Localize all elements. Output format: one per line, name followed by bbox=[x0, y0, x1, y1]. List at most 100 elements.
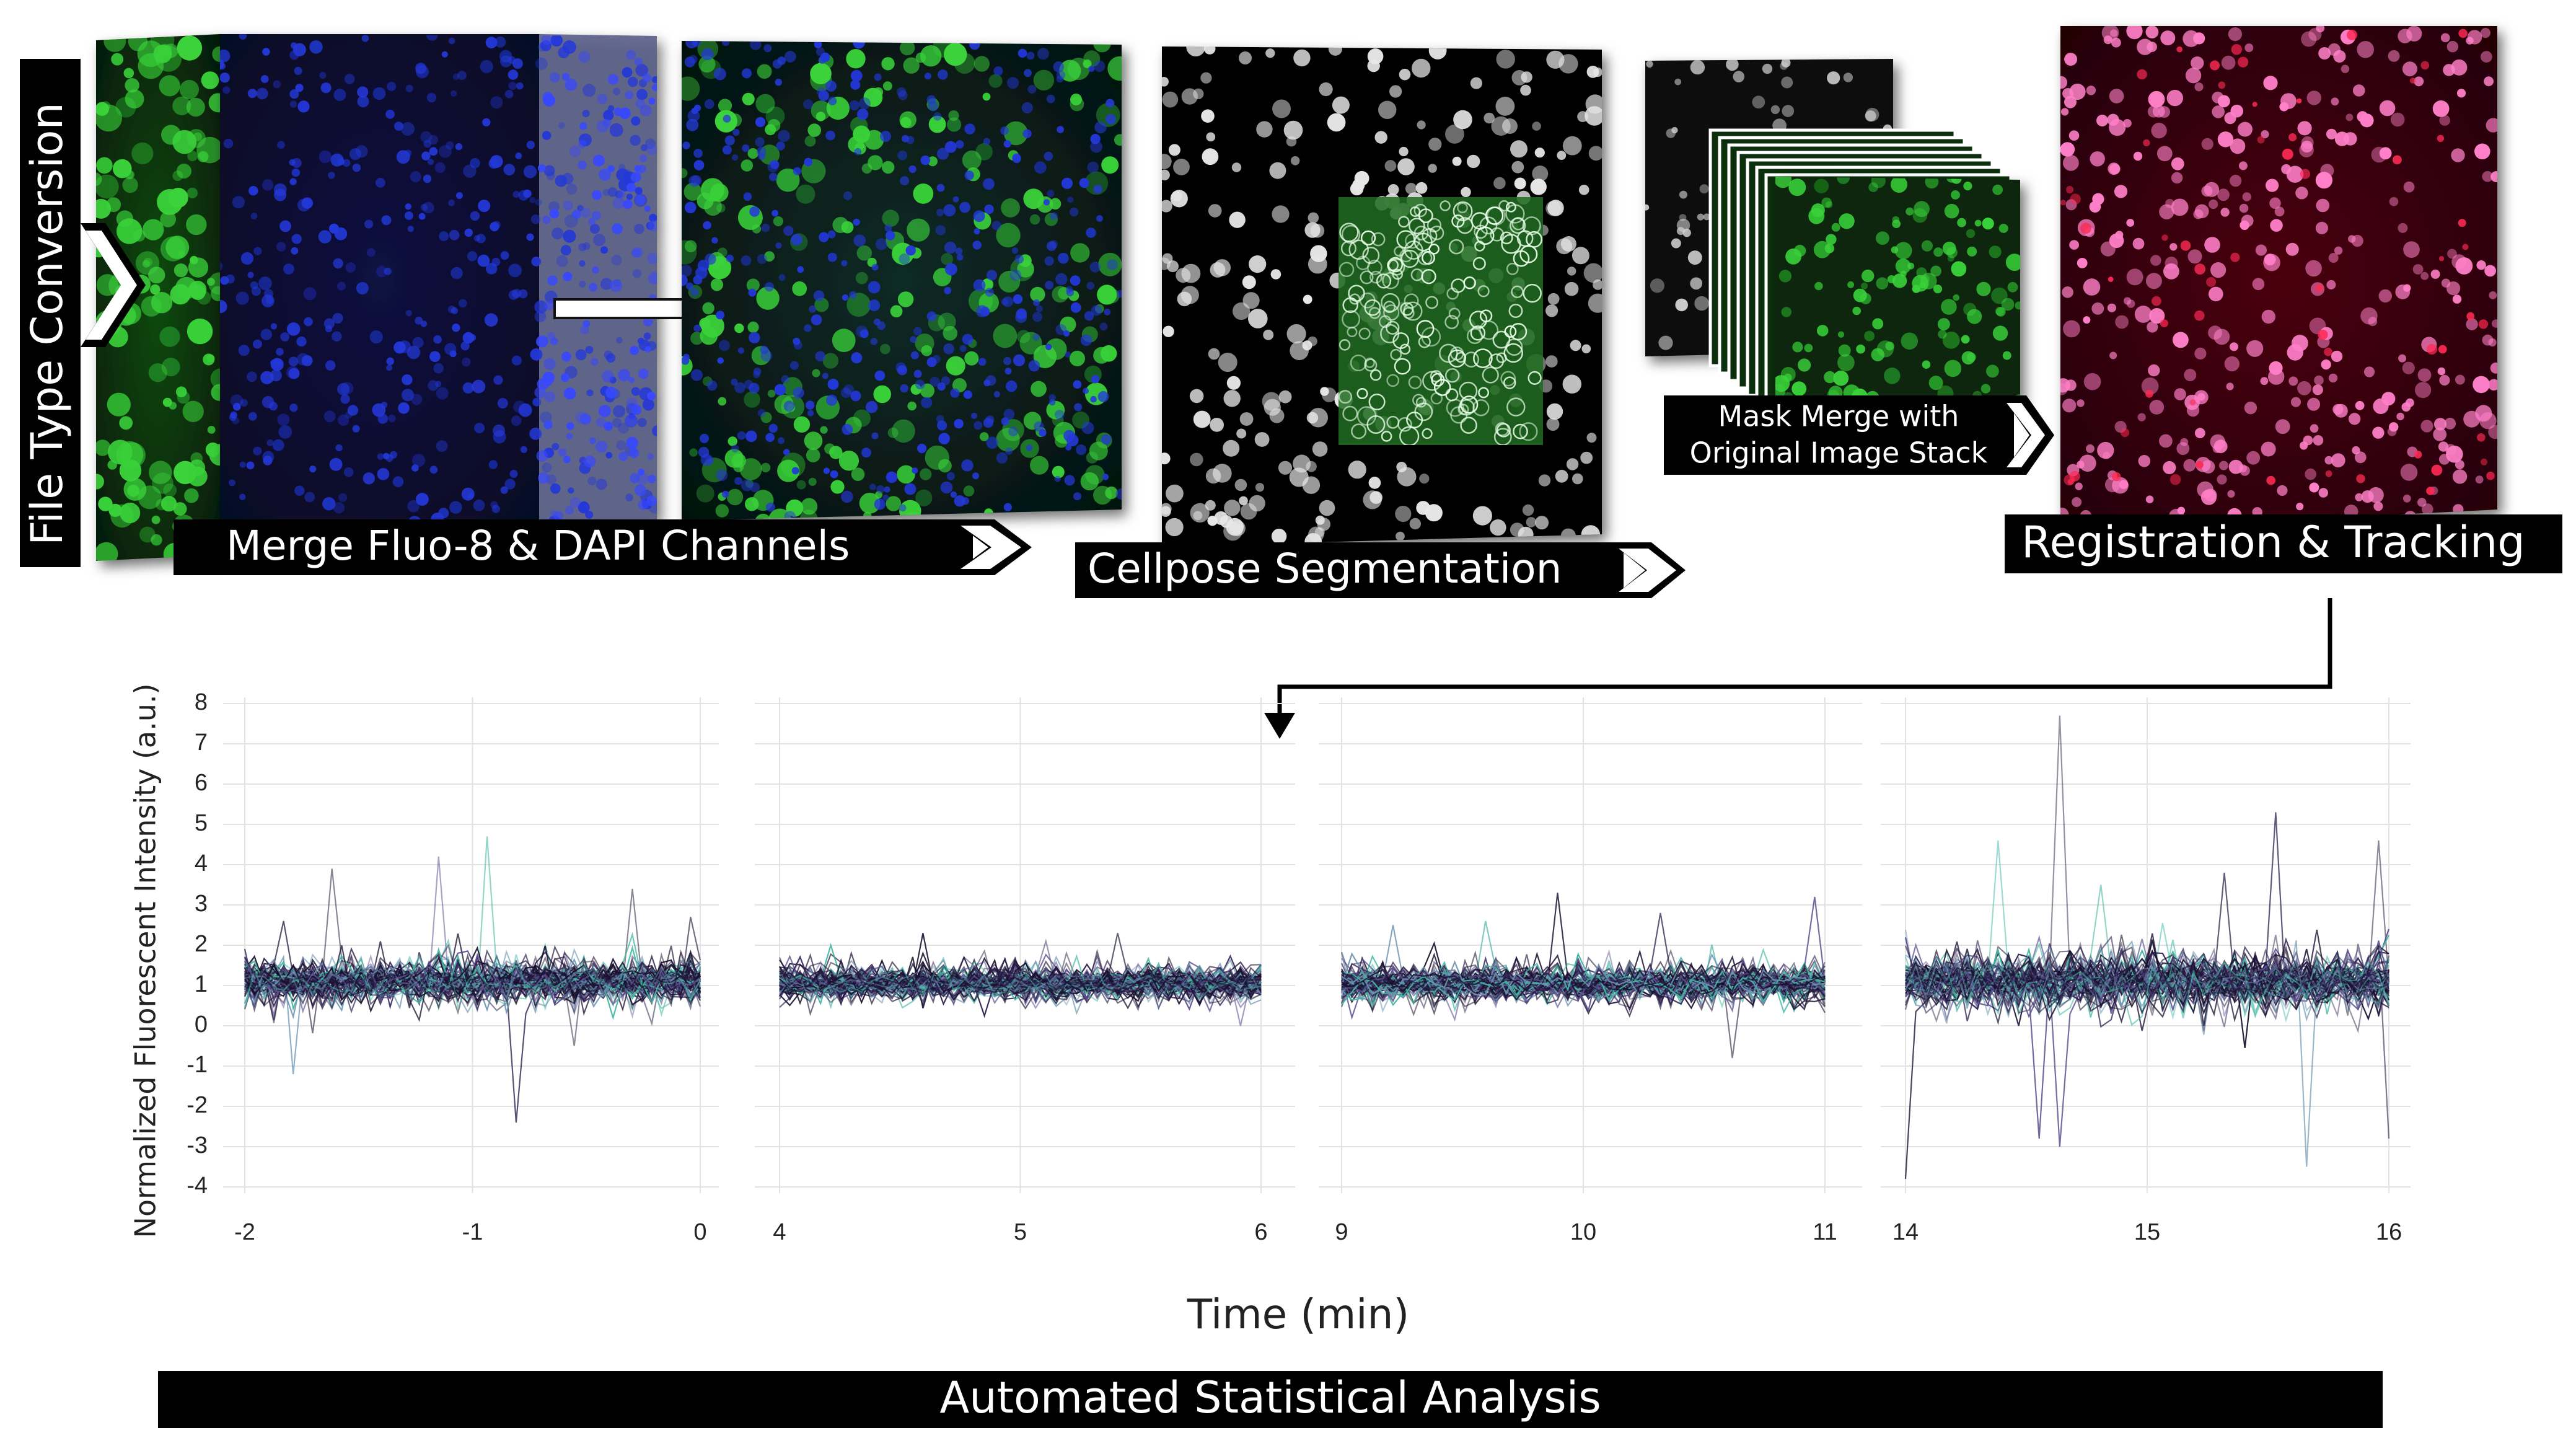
fluo8-cell bbox=[172, 96, 191, 115]
fluo8-cell bbox=[125, 78, 139, 93]
merged-nucleus bbox=[973, 210, 985, 223]
segmented-cell bbox=[1588, 293, 1602, 313]
dapi-nucleus bbox=[319, 150, 332, 164]
tracked-cell bbox=[2331, 97, 2339, 106]
tracked-cell bbox=[2217, 95, 2230, 108]
segmented-cell-outline bbox=[1342, 310, 1361, 329]
segmented-cell bbox=[1547, 293, 1560, 305]
tracked-cell bbox=[2230, 342, 2238, 351]
segmented-cell bbox=[1256, 121, 1273, 138]
merged-cell bbox=[731, 453, 746, 468]
tracked-cell bbox=[2210, 262, 2227, 278]
merged-nucleus bbox=[1046, 94, 1055, 104]
merged-nucleus bbox=[970, 412, 978, 420]
tracked-cell bbox=[2269, 197, 2281, 209]
tracked-cell bbox=[2152, 105, 2165, 118]
tracked-cell bbox=[2270, 219, 2283, 232]
merged-nucleus bbox=[1081, 421, 1094, 434]
merged-nucleus bbox=[1087, 161, 1099, 174]
dapi-nucleus bbox=[642, 399, 654, 411]
dapi-nucleus bbox=[337, 382, 350, 395]
fluo8-cell bbox=[120, 442, 146, 469]
stack-cell bbox=[1804, 343, 1813, 353]
mask-merge-label-line2: Original Image Stack bbox=[1690, 436, 1988, 470]
tracked-cell bbox=[2387, 426, 2397, 436]
tracked-cell bbox=[2244, 401, 2257, 415]
merged-nucleus bbox=[954, 418, 964, 429]
dapi-nucleus bbox=[598, 405, 611, 417]
tracked-cell bbox=[2173, 332, 2189, 348]
mask-cell bbox=[1658, 335, 1673, 350]
merged-nucleus bbox=[775, 242, 782, 249]
tracked-cell bbox=[2066, 185, 2074, 194]
segmented-cell bbox=[1518, 526, 1534, 542]
segmented-cell bbox=[1578, 185, 1589, 195]
segmented-cell-outline bbox=[1404, 233, 1420, 249]
stack-cell bbox=[1974, 219, 1982, 227]
tracked-cell bbox=[2324, 456, 2333, 465]
tracked-cell bbox=[2288, 133, 2297, 141]
fluo8-cell bbox=[162, 397, 172, 407]
stack-cell bbox=[2002, 351, 2011, 360]
merged-nucleus bbox=[781, 375, 790, 384]
merged-nucleus bbox=[764, 282, 775, 292]
merge-channels-label: Merge Fluo-8 & DAPI Channels bbox=[226, 522, 850, 570]
fluo8-cell bbox=[96, 102, 110, 117]
merged-nucleus bbox=[865, 400, 878, 413]
merged-cell bbox=[855, 271, 868, 284]
dapi-nucleus bbox=[508, 263, 522, 278]
stack-cell bbox=[2015, 301, 2020, 310]
tracked-cell bbox=[2467, 30, 2482, 45]
tracked-cell bbox=[2300, 441, 2308, 450]
merged-cell bbox=[815, 112, 826, 121]
tracked-cell bbox=[2171, 172, 2183, 184]
intensity-trace bbox=[1341, 966, 1826, 1002]
merged-cell bbox=[848, 136, 865, 153]
tracked-cell bbox=[2417, 498, 2427, 507]
fluo8-cell bbox=[122, 177, 138, 193]
segmented-cell bbox=[1303, 294, 1312, 304]
dapi-nucleus bbox=[537, 42, 547, 52]
fluo8-cell bbox=[160, 211, 177, 227]
tracked-cell bbox=[2314, 284, 2323, 293]
merged-cell bbox=[1104, 288, 1120, 304]
tracked-cell bbox=[2210, 60, 2220, 71]
tracked-cell bbox=[2453, 504, 2464, 515]
segmented-cell bbox=[1239, 412, 1254, 426]
merged-nucleus bbox=[1032, 333, 1040, 341]
fluo8-cell bbox=[172, 170, 183, 181]
fluo8-cell bbox=[174, 263, 188, 278]
tracked-cell bbox=[2482, 171, 2493, 182]
merged-nucleus bbox=[704, 99, 714, 109]
merged-nucleus bbox=[1013, 354, 1026, 367]
y-tick-label: 5 bbox=[195, 810, 208, 836]
merged-nucleus bbox=[985, 288, 994, 297]
segmented-cell-outline bbox=[1440, 200, 1451, 211]
merged-cell bbox=[811, 100, 831, 121]
tracked-cell bbox=[2438, 345, 2447, 354]
merged-nucleus bbox=[770, 160, 780, 169]
segmented-cell bbox=[1546, 418, 1560, 431]
tracked-cell bbox=[2194, 263, 2206, 275]
dapi-nucleus bbox=[579, 260, 586, 267]
fluo8-cell bbox=[203, 353, 215, 366]
dapi-nucleus bbox=[239, 461, 246, 468]
merged-nucleus bbox=[861, 448, 871, 458]
dapi-nucleus bbox=[248, 412, 257, 421]
tracked-cell bbox=[2228, 27, 2242, 42]
tracked-cell bbox=[2169, 474, 2181, 485]
dapi-nucleus bbox=[622, 67, 633, 78]
merged-nucleus bbox=[962, 333, 974, 345]
intensity-trace bbox=[1905, 940, 2390, 1000]
segmented-cell-outline bbox=[1371, 232, 1386, 247]
mask-cell bbox=[1733, 71, 1745, 82]
merged-nucleus bbox=[910, 351, 919, 359]
merged-nucleus bbox=[1091, 375, 1100, 384]
dapi-nucleus bbox=[635, 195, 646, 205]
merged-cell bbox=[804, 135, 816, 147]
tracked-cell bbox=[2297, 98, 2302, 104]
dapi-nucleus bbox=[376, 265, 388, 278]
merged-cell bbox=[808, 477, 817, 486]
segmented-cell-outline bbox=[1368, 393, 1386, 411]
stack-cell bbox=[1853, 288, 1867, 302]
